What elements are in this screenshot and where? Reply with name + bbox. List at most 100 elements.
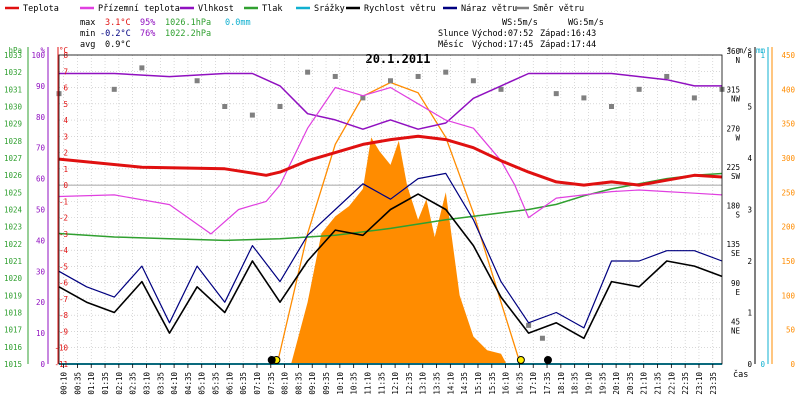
legend-label: Teplota: [23, 4, 59, 14]
legend-label: Tlak: [262, 4, 282, 14]
pressure-axis-tick: 1028: [4, 137, 23, 146]
series-solar-area: [291, 137, 507, 364]
x-tick-label: 21:10: [640, 372, 649, 395]
x-tick-label: 07:35: [267, 372, 276, 395]
humidity-axis-label: %: [40, 46, 45, 55]
x-tick-label: 01:35: [101, 372, 110, 395]
plot-frame: [58, 54, 723, 365]
sunrise: Východ:07:52: [472, 29, 533, 39]
x-tick-label: 10:35: [350, 372, 359, 395]
wind-dir-point: [249, 112, 255, 118]
precip-axis-tick: 0: [760, 360, 765, 369]
ws-readout: WS:5m/s: [502, 18, 538, 28]
x-tick-label: 00:35: [73, 372, 82, 395]
wind-dir-point: [139, 65, 145, 71]
moonset: Západ:17:44: [540, 40, 596, 50]
precip-axis: 1 0 mm: [756, 46, 769, 369]
x-tick-label: 22:35: [681, 372, 690, 395]
x-tick-label: 22:10: [667, 372, 676, 395]
wind-dir-point: [443, 69, 449, 75]
x-tick-label: 09:10: [308, 372, 317, 395]
pressure-axis-tick: 1032: [4, 68, 22, 77]
x-tick-label: 02:35: [129, 372, 138, 395]
wind-dir-compass: N: [735, 56, 740, 65]
x-tick-label: 01:10: [87, 372, 96, 395]
x-tick-label: 09:35: [322, 372, 331, 395]
pressure-axis-tick: 1018: [4, 309, 23, 318]
wind-speed-axis-label: m/s: [738, 46, 752, 55]
temperature-axis-tick: 7: [63, 67, 68, 76]
series-humidity-line: [59, 72, 722, 130]
temperature-axis-tick: 5: [63, 100, 68, 109]
solar-axis-tick: 250: [781, 188, 795, 197]
temperature-axis-tick: -7: [59, 295, 68, 304]
x-tick-label: 16:35: [515, 372, 524, 395]
wind-dir-point: [498, 86, 504, 92]
wind-dir-point: [305, 69, 311, 75]
x-tick-label: 02:10: [115, 372, 124, 395]
x-tick-label: 08:10: [281, 372, 290, 395]
x-tick-label: 10:10: [336, 372, 345, 395]
temperature-axis-tick: -4: [59, 246, 69, 255]
pressure-axis-tick: 1020: [4, 274, 23, 283]
wind-dir-point: [277, 104, 283, 109]
sun-label: Slunce: [438, 29, 469, 39]
x-tick-label: 16:10: [502, 372, 511, 395]
legend-label: Přízemní teplota: [98, 4, 180, 14]
wind-dir-point: [539, 335, 545, 341]
x-tick-label: 03:35: [156, 372, 165, 395]
temperature-axis: 8 7 6 5 4 3 2 1 0 -1 -2 -3 -4 -5 -6 -7 -8 -9 -10 -11 °C: [54, 46, 68, 369]
wind-dir-axis-label: °: [727, 46, 732, 55]
pressure-axis-tick: 1022: [4, 240, 22, 249]
precip-axis-label: mm: [756, 46, 766, 55]
chart-title: 20.1.2011: [365, 52, 430, 66]
wind-dir-point: [332, 73, 338, 79]
wind-speed-axis-tick: 3: [747, 206, 752, 215]
pressure-axis-tick: 1031: [4, 85, 22, 94]
moon-label: Měsíc: [438, 40, 464, 50]
legend-item: Vlhkost: [180, 4, 234, 14]
wind-dir-tick: 270: [726, 124, 740, 133]
stat-min-hum: 76%: [140, 29, 155, 39]
solar-axis-tick: 400: [781, 85, 795, 94]
x-tick-label: 06:10: [225, 372, 234, 395]
x-tick-label: 05:35: [212, 372, 221, 395]
pressure-axis-tick: 1021: [4, 257, 22, 266]
x-tick-label: 23:10: [695, 372, 704, 395]
humidity-axis-tick: 70: [36, 144, 46, 153]
x-tick-label: 03:10: [142, 372, 151, 395]
legend-item: Náraz větru: [443, 4, 517, 14]
legend-label: Vlhkost: [198, 4, 234, 14]
humidity-axis-tick: 0: [40, 360, 45, 369]
wind-dir-tick: 315: [726, 86, 740, 95]
temperature-axis-tick: -5: [59, 262, 68, 271]
precip-axis-tick: 1: [760, 51, 765, 60]
x-tick-label: 20:35: [626, 372, 635, 395]
wind-dir-point: [111, 86, 117, 92]
x-tick-label: 17:35: [543, 372, 552, 395]
x-tick-label: 18:10: [557, 372, 566, 395]
legend-label: Náraz větru: [461, 4, 517, 14]
x-tick-label: 15:35: [488, 372, 497, 395]
pressure-axis-tick: 1016: [4, 343, 23, 352]
legend-label: Rychlost větru: [364, 4, 436, 14]
sun-moon-marker: [543, 356, 552, 364]
temperature-axis-tick: -10: [54, 344, 68, 353]
humidity-axis-tick: 90: [36, 82, 46, 91]
temperature-axis-tick: 1: [63, 165, 68, 174]
x-tick-label: 04:10: [170, 372, 179, 395]
x-tick-label: 07:10: [253, 372, 262, 395]
wind-dir-compass: S: [735, 211, 740, 220]
humidity-axis-tick: 30: [36, 267, 46, 276]
wind-dir-point: [415, 73, 421, 79]
x-tick-label: 14:35: [460, 372, 469, 395]
x-tick-label: 18:35: [571, 372, 580, 395]
x-axis-label: čas: [733, 369, 748, 380]
solar-axis-tick: 150: [781, 257, 795, 266]
stat-max-hum: 95%: [140, 18, 155, 28]
moonrise: Východ:17:45: [472, 40, 533, 50]
humidity-axis-tick: 10: [36, 329, 46, 338]
wind-dir-compass: SW: [731, 172, 741, 181]
